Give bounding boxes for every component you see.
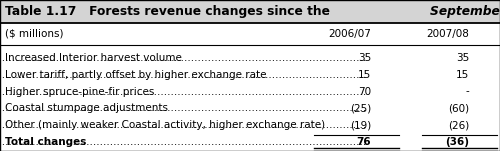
- Text: Coastal stumpage adjustments: Coastal stumpage adjustments: [5, 103, 168, 113]
- Text: 76: 76: [356, 137, 371, 147]
- Text: September Update: September Update: [430, 5, 500, 18]
- Text: (36): (36): [445, 137, 469, 147]
- Text: Other (mainly weaker Coastal activity, higher exchange rate): Other (mainly weaker Coastal activity, h…: [5, 120, 325, 130]
- Text: 15: 15: [456, 70, 469, 80]
- Text: Lower tariff, partly offset by higher exchange rate: Lower tariff, partly offset by higher ex…: [5, 70, 266, 80]
- Text: -: -: [465, 87, 469, 96]
- Bar: [0, 0, 500, 23]
- Text: ................................................................................: ........................................…: [0, 103, 366, 113]
- Text: ................................................................................: ........................................…: [0, 120, 366, 130]
- Text: ($ millions): ($ millions): [5, 29, 64, 39]
- Text: (19): (19): [350, 120, 371, 130]
- Text: ................................................................................: ........................................…: [0, 53, 366, 63]
- Text: 15: 15: [358, 70, 371, 80]
- Text: 2007/08: 2007/08: [426, 29, 469, 39]
- Text: 70: 70: [358, 87, 371, 96]
- Text: ................................................................................: ........................................…: [0, 87, 366, 96]
- Text: ................................................................................: ........................................…: [0, 70, 366, 80]
- Text: Increased Interior harvest volume: Increased Interior harvest volume: [5, 53, 182, 63]
- Text: ................................................................................: ........................................…: [0, 137, 366, 147]
- Text: 35: 35: [456, 53, 469, 63]
- Text: 2006/07: 2006/07: [328, 29, 371, 39]
- Text: Higher spruce-pine-fir prices: Higher spruce-pine-fir prices: [5, 87, 154, 96]
- Text: Total changes: Total changes: [5, 137, 86, 147]
- Text: (25): (25): [350, 103, 371, 113]
- Text: (60): (60): [448, 103, 469, 113]
- Text: Table 1.17   Forests revenue changes since the: Table 1.17 Forests revenue changes since…: [5, 5, 334, 18]
- Text: 35: 35: [358, 53, 371, 63]
- Text: (26): (26): [448, 120, 469, 130]
